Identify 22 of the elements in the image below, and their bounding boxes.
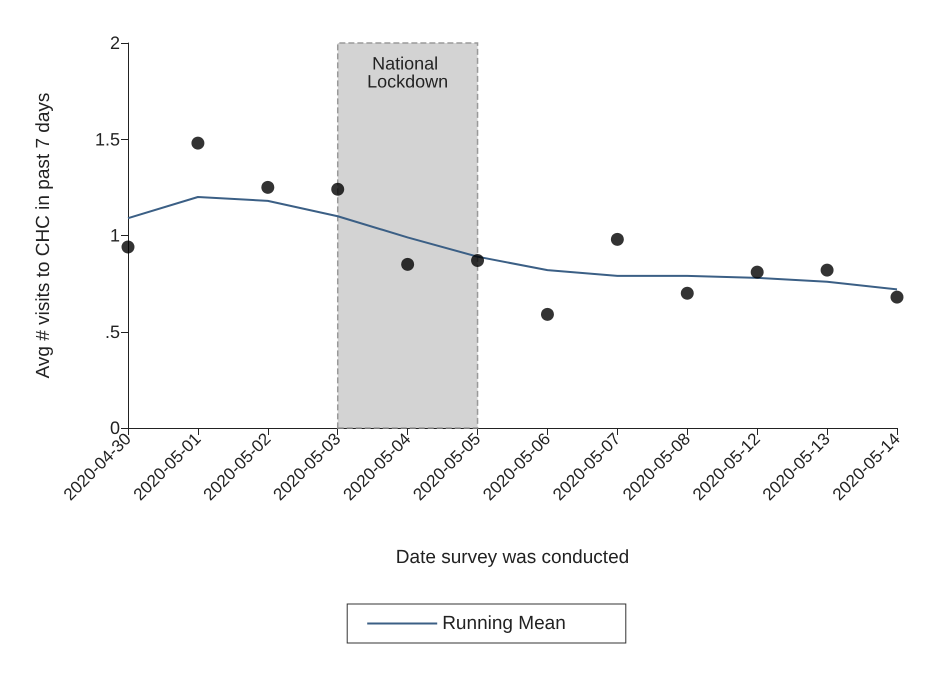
y-tick-label: 0 [110, 418, 120, 438]
point [471, 254, 484, 268]
y-tick-label: .5 [104, 322, 120, 342]
point [820, 264, 834, 277]
point [540, 308, 554, 321]
y-axis-title: Avg # visits to CHC in past 7 days [33, 92, 54, 378]
y-tick-label: 1.5 [94, 129, 120, 150]
x-axis-title: Date survey was conducted [396, 547, 630, 568]
legend-label: Running Mean [442, 613, 566, 634]
point [261, 180, 274, 194]
point [750, 266, 764, 279]
point [191, 136, 204, 150]
point [680, 286, 694, 300]
y-tick-label: 1 [110, 226, 120, 246]
point [401, 258, 414, 271]
point [890, 290, 904, 304]
line-series [127, 196, 898, 290]
point [331, 182, 344, 196]
y-tick-label: 2 [110, 33, 120, 53]
band-label: National Lockdown [367, 53, 448, 92]
point [610, 232, 624, 246]
point [122, 240, 134, 254]
